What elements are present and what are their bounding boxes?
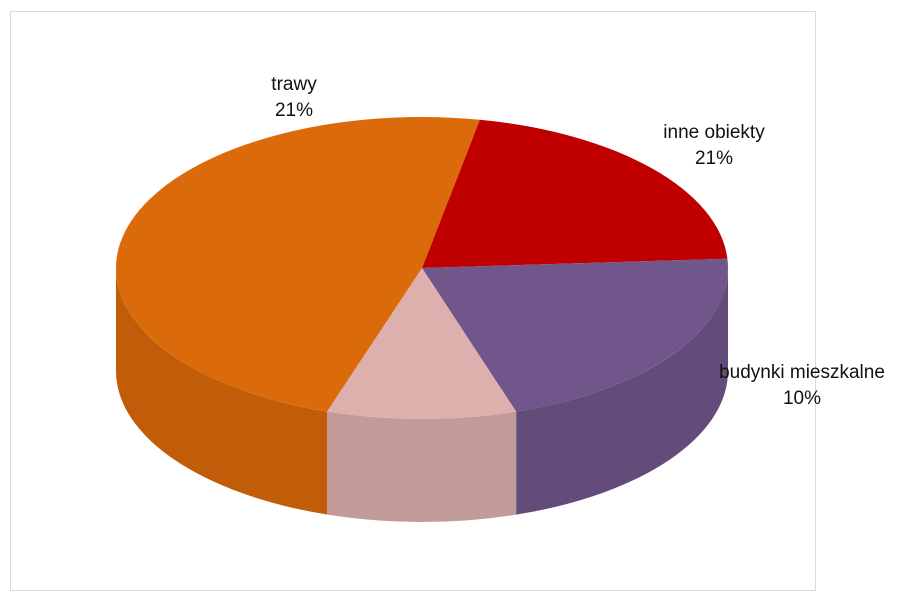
pie-slice-inne-obiekty xyxy=(422,258,728,412)
label-budynki-mieszkalne-percent: 10% xyxy=(783,388,821,409)
pie-side-unlabeled xyxy=(116,268,328,515)
pie-side-walls xyxy=(116,268,728,522)
pie-slice-unlabeled xyxy=(115,116,480,412)
label-budynki-mieszkalne-name: budynki mieszkalne xyxy=(719,362,885,383)
label-inne-obiekty-name: inne obiekty xyxy=(663,122,765,143)
pie-side-budynki-mieszkalne xyxy=(327,411,517,522)
pie-top-faces xyxy=(115,116,728,420)
pie-slice-budynki-mieszkalne xyxy=(327,268,517,420)
label-trawy-name: trawy xyxy=(271,74,317,95)
pie-slice-trawy xyxy=(422,119,728,268)
pie-side-inne-obiekty xyxy=(516,268,728,515)
label-inne-obiekty-percent: 21% xyxy=(695,148,733,169)
label-trawy-percent: 21% xyxy=(275,100,313,121)
